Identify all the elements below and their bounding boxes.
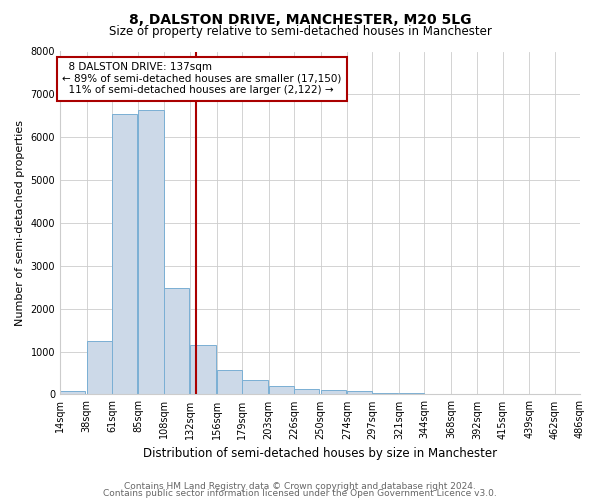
X-axis label: Distribution of semi-detached houses by size in Manchester: Distribution of semi-detached houses by …: [143, 447, 497, 460]
Bar: [373, 392, 398, 394]
Bar: [60, 391, 85, 394]
Bar: [242, 380, 268, 394]
Y-axis label: Number of semi-detached properties: Number of semi-detached properties: [15, 120, 25, 326]
Text: 8 DALSTON DRIVE: 137sqm
← 89% of semi-detached houses are smaller (17,150)
  11%: 8 DALSTON DRIVE: 137sqm ← 89% of semi-de…: [62, 62, 341, 96]
Bar: [217, 370, 242, 394]
Bar: [320, 390, 346, 394]
Bar: [164, 288, 189, 395]
Text: Size of property relative to semi-detached houses in Manchester: Size of property relative to semi-detach…: [109, 25, 491, 38]
Bar: [190, 345, 215, 395]
Bar: [86, 341, 112, 394]
Text: Contains HM Land Registry data © Crown copyright and database right 2024.: Contains HM Land Registry data © Crown c…: [124, 482, 476, 491]
Text: Contains public sector information licensed under the Open Government Licence v3: Contains public sector information licen…: [103, 489, 497, 498]
Bar: [347, 391, 373, 394]
Bar: [139, 110, 164, 395]
Bar: [112, 114, 137, 394]
Text: 8, DALSTON DRIVE, MANCHESTER, M20 5LG: 8, DALSTON DRIVE, MANCHESTER, M20 5LG: [129, 12, 471, 26]
Bar: [399, 393, 424, 394]
Bar: [294, 390, 319, 394]
Bar: [269, 386, 294, 394]
